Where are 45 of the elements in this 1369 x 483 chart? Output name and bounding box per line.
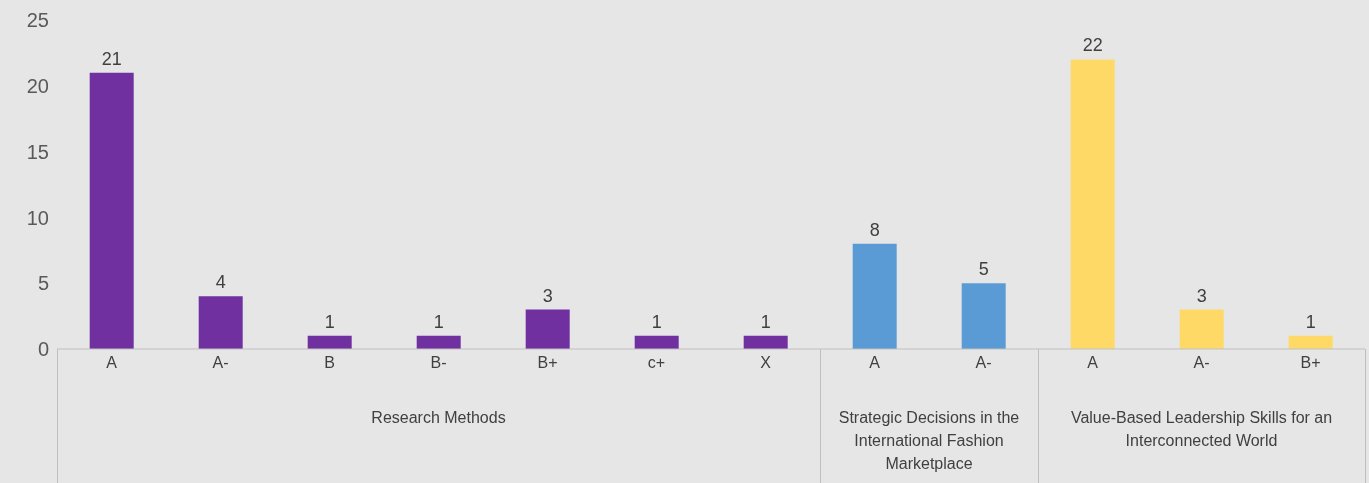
x-tick-label: A- (1193, 354, 1210, 372)
x-tick-label: B (324, 354, 335, 372)
data-label: 1 (651, 311, 662, 332)
data-label: 5 (978, 259, 989, 280)
y-tick-label: 10 (26, 206, 49, 229)
y-tick-label: 20 (26, 74, 49, 97)
bar (743, 335, 788, 349)
bar (307, 335, 352, 349)
bar (961, 283, 1006, 349)
text: Value-Based Leadership Skills for an Interconnected World (1069, 408, 1334, 451)
x-tick-label: B+ (537, 354, 558, 372)
data-label: 1 (324, 311, 335, 332)
bar (1288, 335, 1333, 349)
data-label: 1 (433, 311, 444, 332)
bar (89, 72, 134, 349)
data-label: 3 (542, 285, 553, 306)
y-tick-label: 15 (26, 140, 49, 163)
y-tick-label: 25 (26, 9, 49, 32)
bar (852, 243, 897, 349)
data-label: 21 (101, 48, 122, 69)
bar (634, 335, 679, 349)
bar (416, 335, 461, 349)
text: Research Methods (370, 408, 507, 428)
x-tick-label: A- (212, 354, 229, 372)
y-tick-label: 0 (37, 338, 49, 361)
x-tick-label: c+ (647, 354, 666, 372)
x-tick-label: A (1087, 354, 1099, 372)
x-tick-label: B- (430, 354, 447, 372)
x-tick-label: B+ (1300, 354, 1321, 372)
bar (525, 309, 570, 349)
data-label: 22 (1082, 35, 1103, 56)
text: Strategic Decisions in the International Fashion Marketplace (837, 408, 1021, 474)
data-label: 1 (760, 311, 771, 332)
bar (1070, 59, 1115, 349)
data-label: 4 (215, 272, 226, 293)
data-label: 8 (869, 219, 880, 240)
x-tick-label: A (869, 354, 881, 372)
x-tick-label: A- (975, 354, 992, 372)
data-label: 3 (1196, 285, 1207, 306)
data-label: 1 (1305, 311, 1316, 332)
x-tick-label: X (760, 354, 772, 372)
y-tick-label: 5 (37, 272, 49, 295)
bar (1179, 309, 1224, 349)
bar (198, 296, 243, 349)
x-tick-label: A (106, 354, 118, 372)
